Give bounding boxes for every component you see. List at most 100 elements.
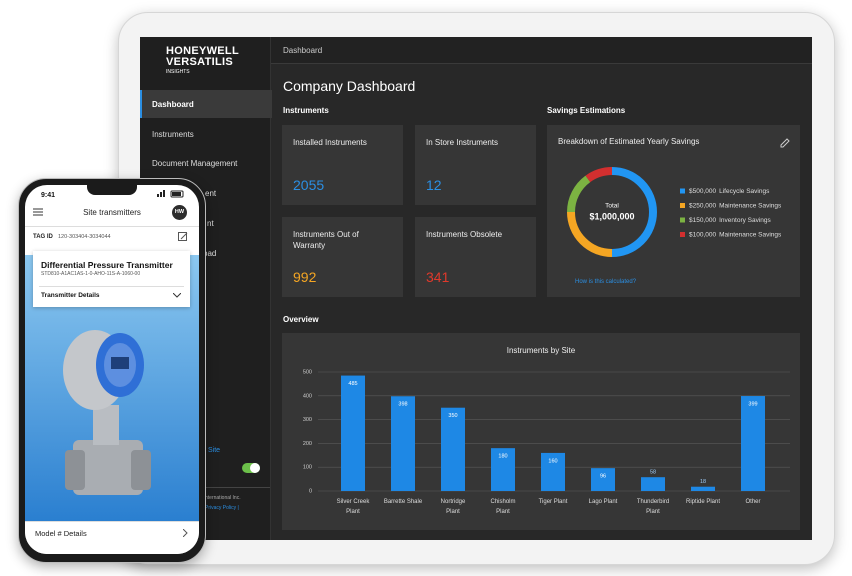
edit-icon xyxy=(780,138,790,148)
donut-segment xyxy=(567,211,613,257)
site-link[interactable]: Site xyxy=(208,447,221,454)
legend-value: $100,000 xyxy=(689,231,716,238)
y-tick-label: 200 xyxy=(303,441,312,447)
stat-value: 992 xyxy=(293,269,317,285)
nav-item[interactable]: nt xyxy=(207,219,214,228)
legend-value: $150,000 xyxy=(689,217,716,224)
avatar[interactable] xyxy=(172,205,187,220)
stat-label: Instruments Out of Warranty xyxy=(293,230,359,250)
x-tick-label: Riptide Plant xyxy=(685,499,721,505)
y-tick-label: 400 xyxy=(303,393,312,399)
x-tick-label: Barrette Shale xyxy=(383,499,423,505)
header-bar xyxy=(271,37,812,64)
data-label: 485 xyxy=(348,381,357,387)
legend-value: $500,000 xyxy=(689,188,716,195)
savings-card xyxy=(547,125,800,297)
page-title: Company Dashboard xyxy=(283,78,416,94)
x-tick-label: Chisholm Plant xyxy=(490,499,516,515)
data-label: 58 xyxy=(650,470,656,476)
legend-name: Maintenance Savings xyxy=(719,231,782,238)
data-label: 180 xyxy=(498,454,507,460)
y-tick-label: 300 xyxy=(303,417,312,423)
stat-label: Installed Instruments xyxy=(293,138,367,147)
nav-item[interactable]: Dashboard xyxy=(152,100,194,109)
calc-link[interactable]: How is this calculated? xyxy=(575,279,637,285)
data-label: 398 xyxy=(398,402,407,408)
header-title: Dashboard xyxy=(283,46,323,55)
stat-label: Instruments Obsolete xyxy=(426,230,503,239)
bar xyxy=(441,407,465,491)
tag-label: TAG ID xyxy=(33,234,53,240)
card-title: Breakdown of Estimated Yearly Savings xyxy=(558,137,700,146)
footer-link[interactable]: Privacy Policy | xyxy=(205,505,239,511)
stat-value: 341 xyxy=(426,269,450,285)
legend-swatch xyxy=(680,203,685,208)
stat-label: In Store Instruments xyxy=(426,138,499,147)
chevron[interactable] xyxy=(183,529,188,537)
footer-item[interactable]: Model # Details xyxy=(35,529,87,538)
section-heading: Savings Estimations xyxy=(547,106,626,115)
bar xyxy=(691,486,715,491)
y-tick-label: 500 xyxy=(303,369,312,375)
bottom-bar[interactable] xyxy=(25,521,199,554)
detail-card[interactable] xyxy=(33,251,190,307)
data-label: 96 xyxy=(600,474,606,480)
legend-name: Lifecycle Savings xyxy=(719,188,770,195)
data-label: 399 xyxy=(748,401,757,407)
legend-swatch xyxy=(680,232,685,237)
avatar-initials: HW xyxy=(174,209,185,215)
section-heading: Instruments xyxy=(283,106,329,115)
data-label: 350 xyxy=(448,413,457,419)
donut-segment xyxy=(611,167,657,257)
chart-card xyxy=(282,333,800,530)
chevron[interactable] xyxy=(173,293,181,298)
stat-card[interactable] xyxy=(415,125,536,205)
bar xyxy=(491,448,515,491)
card-code: STD810-A1AC1AS-1-0-AHO-11S-A-1060-00 xyxy=(41,271,141,277)
x-tick-label: Tiger Plant xyxy=(538,499,568,505)
card-divider xyxy=(39,286,184,287)
bar xyxy=(741,396,765,491)
legend-name: Maintenance Savings xyxy=(719,202,782,209)
y-tick-label: 0 xyxy=(309,488,312,494)
logo: INSIGHTS xyxy=(166,69,190,75)
stat-card[interactable] xyxy=(282,125,403,205)
data-label: 18 xyxy=(700,479,706,485)
x-tick-label: Other xyxy=(745,499,761,505)
x-tick-label: Lago Plant xyxy=(588,499,618,505)
stat-value: 2055 xyxy=(293,177,325,193)
x-tick-label: Nortridge Plant xyxy=(440,499,466,515)
bar xyxy=(341,375,365,491)
nav-item[interactable]: ent xyxy=(205,189,217,198)
donut-segment xyxy=(585,167,613,183)
nav-item[interactable]: oad xyxy=(203,249,217,258)
status-time: 9:41 xyxy=(41,192,56,199)
card-details[interactable]: Transmitter Details xyxy=(41,292,100,299)
total-value: $1,000,000 xyxy=(589,211,634,221)
y-tick-label: 100 xyxy=(303,465,312,471)
donut-segment xyxy=(567,175,591,213)
logo: VERSATILIS xyxy=(166,56,233,68)
phone-screen: 9:41 Site transmitters HW TAG ID 120-303404-… xyxy=(25,185,199,554)
legend-swatch xyxy=(680,217,685,223)
x-tick-label: Thunderbird Plant xyxy=(636,499,670,515)
nav-item[interactable]: Document Management xyxy=(152,159,238,168)
legend-entry: $250,000 Maintenance Savings xyxy=(689,202,782,209)
nav-item[interactable]: Instruments xyxy=(152,130,194,139)
bar xyxy=(541,452,565,491)
chart-title: Instruments by Site xyxy=(507,346,576,355)
tag-value: 120-303404-3034044 xyxy=(58,234,111,240)
toggle[interactable] xyxy=(242,463,260,473)
edit-icon[interactable] xyxy=(178,232,188,242)
footer-text: nternational Inc. xyxy=(205,495,241,501)
legend-value: $250,000 xyxy=(689,202,716,209)
card-title: Differential Pressure Transmitter xyxy=(41,260,173,270)
screen-title: Site transmitters xyxy=(83,208,141,217)
menu-icon[interactable] xyxy=(33,208,43,216)
stat-card[interactable] xyxy=(415,217,536,297)
legend-entry: $500,000 Lifecycle Savings xyxy=(689,188,770,195)
nav-active xyxy=(140,90,272,118)
stat-card[interactable] xyxy=(282,217,403,297)
